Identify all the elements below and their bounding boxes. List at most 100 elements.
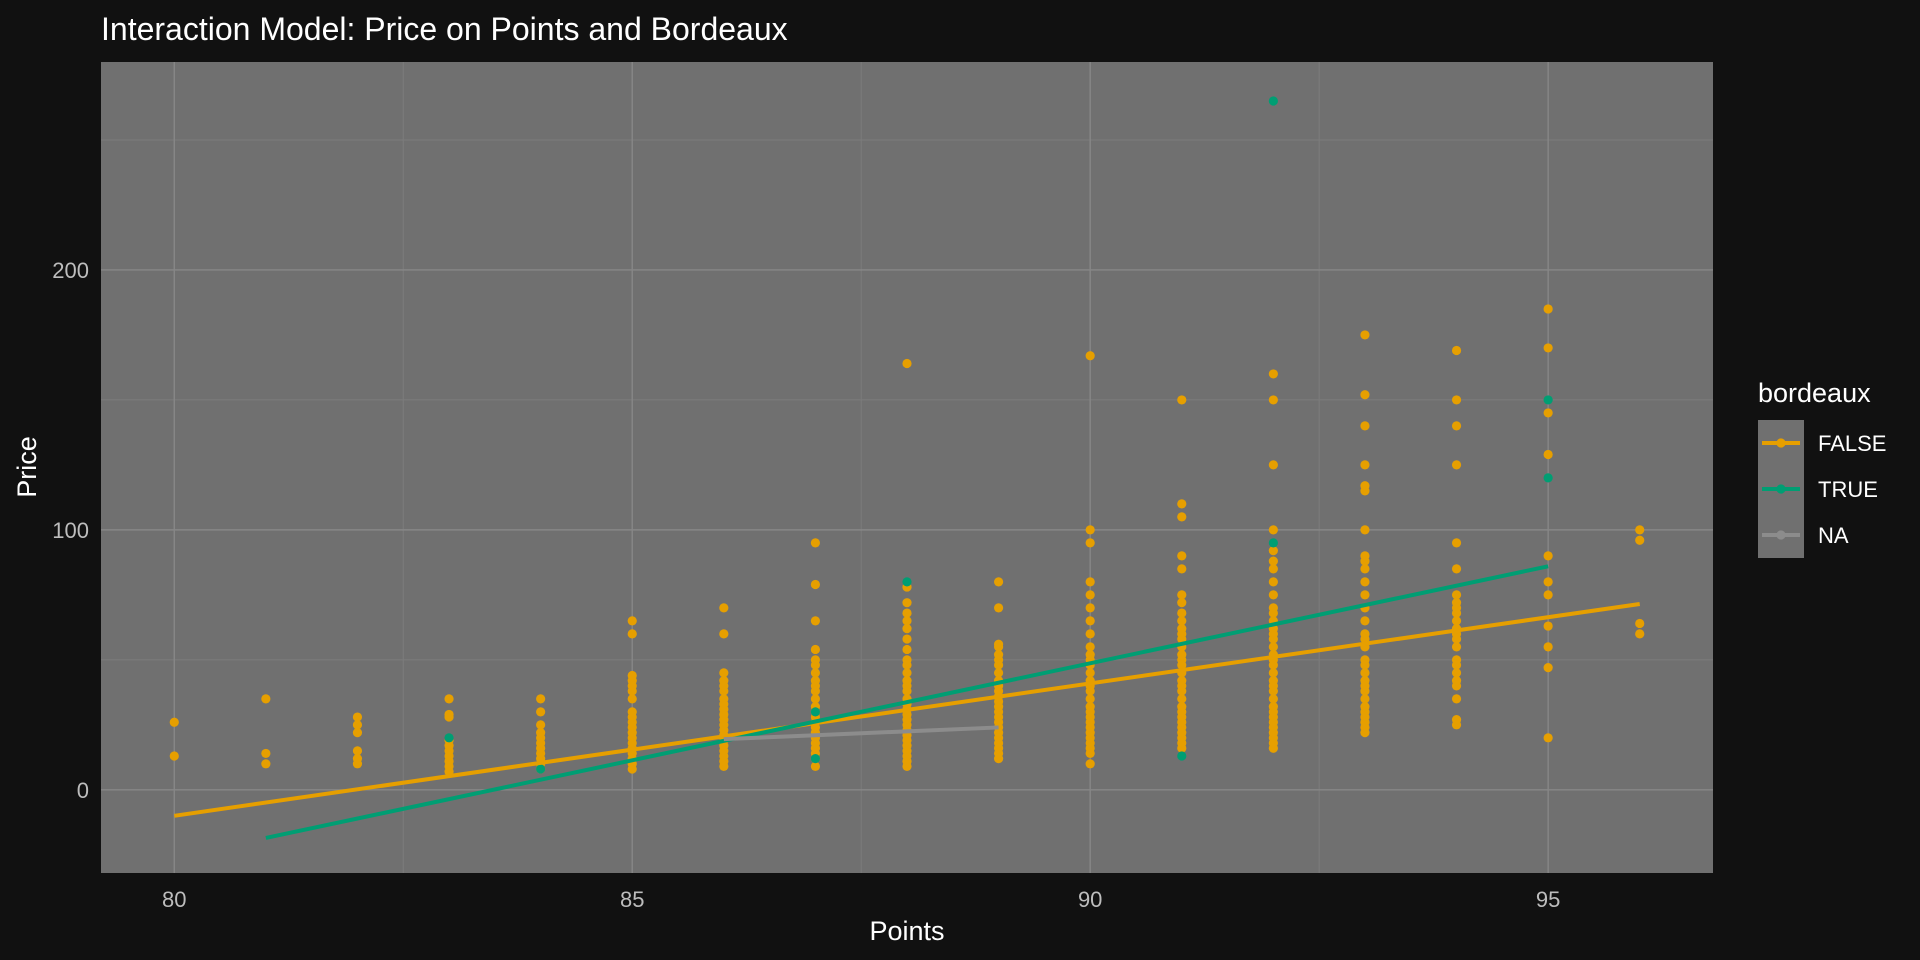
x-tick-label: 85 xyxy=(620,887,644,912)
legend-label: NA xyxy=(1818,523,1849,548)
legend-label: TRUE xyxy=(1818,477,1878,502)
data-point xyxy=(1360,694,1370,704)
data-point xyxy=(1360,390,1370,400)
data-point xyxy=(261,694,271,704)
data-point xyxy=(993,577,1004,587)
data-point xyxy=(1085,702,1095,712)
data-point xyxy=(1268,546,1278,556)
data-point xyxy=(1085,668,1095,678)
data-point xyxy=(993,650,1004,660)
data-point xyxy=(1543,449,1553,460)
data-point xyxy=(1543,473,1553,483)
data-point xyxy=(352,720,363,730)
data-point xyxy=(261,759,271,769)
x-tick-label: 80 xyxy=(162,887,186,912)
data-point xyxy=(810,707,821,717)
data-point xyxy=(1543,343,1553,353)
data-point xyxy=(993,603,1004,613)
legend-key-point xyxy=(1776,484,1786,494)
data-point xyxy=(1451,668,1462,678)
data-point xyxy=(1543,733,1553,743)
data-point xyxy=(1360,668,1370,678)
data-point xyxy=(810,754,821,764)
fit-line xyxy=(173,601,1641,818)
data-point xyxy=(1635,525,1645,535)
data-point xyxy=(1177,616,1187,626)
data-point xyxy=(810,761,821,772)
data-point xyxy=(1543,621,1553,631)
data-point xyxy=(1177,608,1187,618)
legend-key-point xyxy=(1776,530,1786,540)
data-point xyxy=(1085,694,1095,704)
data-point xyxy=(1085,642,1095,652)
data-point xyxy=(1268,395,1278,405)
data-point xyxy=(902,668,912,678)
data-point xyxy=(993,668,1004,678)
data-point xyxy=(1360,564,1370,574)
data-point xyxy=(1451,564,1462,574)
data-point xyxy=(1177,499,1187,509)
data-point xyxy=(1360,702,1370,712)
data-point xyxy=(810,694,821,704)
data-point xyxy=(810,579,821,590)
data-point xyxy=(1360,525,1370,535)
fit-line xyxy=(265,564,1549,840)
data-point xyxy=(169,751,179,761)
data-point xyxy=(1177,702,1187,712)
data-point xyxy=(1451,655,1462,665)
data-point xyxy=(1177,624,1187,634)
data-point xyxy=(169,717,179,727)
data-point xyxy=(1451,395,1462,405)
x-axis-title: Points xyxy=(869,916,944,946)
data-point xyxy=(1177,694,1187,704)
data-point xyxy=(352,712,363,722)
data-point xyxy=(902,676,912,686)
data-point xyxy=(1635,535,1645,545)
data-point xyxy=(810,616,821,626)
data-point xyxy=(627,694,637,704)
data-point xyxy=(1360,421,1370,431)
data-point xyxy=(810,644,821,655)
data-point xyxy=(1360,577,1370,587)
data-point xyxy=(719,694,729,704)
fit-line xyxy=(723,725,999,742)
data-point xyxy=(444,709,454,720)
data-point xyxy=(902,655,912,665)
grid-minor xyxy=(101,62,1713,873)
data-point xyxy=(1268,676,1278,686)
y-tick-label: 0 xyxy=(77,778,89,803)
data-point xyxy=(902,598,912,608)
data-point xyxy=(627,670,637,681)
y-tick-label: 100 xyxy=(52,518,89,543)
data-point xyxy=(1085,616,1095,626)
data-point xyxy=(1635,629,1645,639)
x-tick-label: 90 xyxy=(1078,887,1102,912)
data-point xyxy=(810,676,821,686)
data-point xyxy=(1177,564,1187,574)
data-point xyxy=(1085,590,1095,600)
data-point xyxy=(1360,460,1370,470)
data-point xyxy=(719,676,729,686)
data-point xyxy=(352,746,363,756)
data-point xyxy=(352,754,363,764)
data-point xyxy=(627,616,637,626)
data-point xyxy=(444,694,454,704)
data-point xyxy=(1268,702,1278,712)
data-point xyxy=(536,720,546,730)
data-point xyxy=(1268,96,1278,106)
data-point xyxy=(536,694,546,704)
data-point xyxy=(1451,598,1462,608)
data-point xyxy=(1268,603,1278,613)
data-point xyxy=(1543,551,1553,561)
data-point xyxy=(1360,590,1370,600)
data-point xyxy=(902,608,912,618)
data-point xyxy=(1451,694,1462,704)
data-point xyxy=(627,629,637,639)
data-point xyxy=(719,629,729,639)
data-point xyxy=(902,577,912,587)
data-point xyxy=(810,538,821,548)
data-point xyxy=(1177,598,1187,608)
data-point xyxy=(1085,650,1095,660)
data-point xyxy=(1268,577,1278,587)
